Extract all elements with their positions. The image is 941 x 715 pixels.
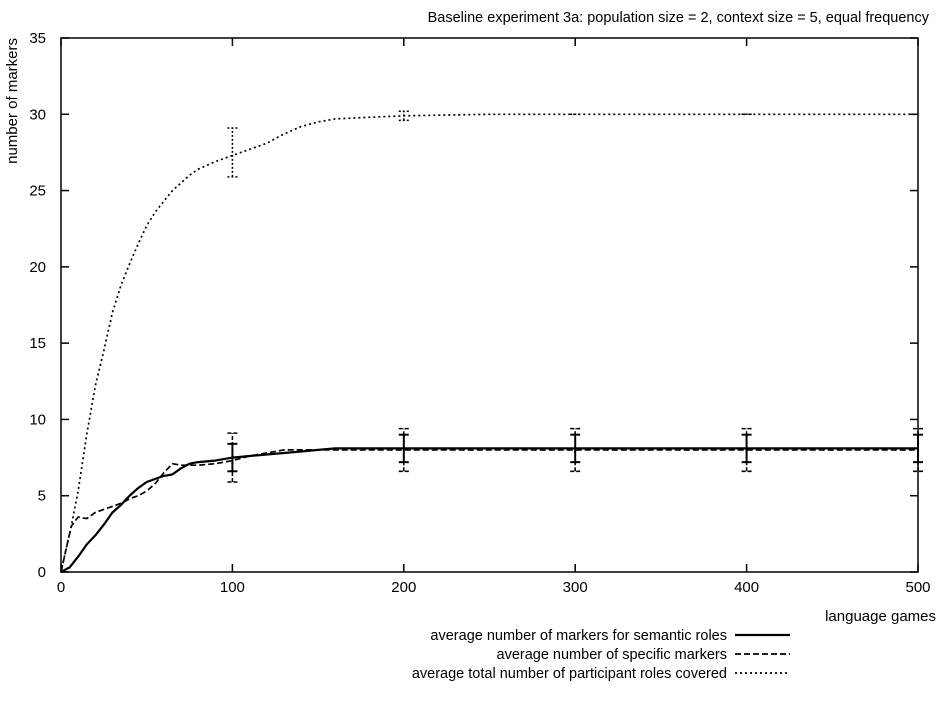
legend-label: average number of markers for semantic r…: [430, 628, 727, 644]
axis-ticks: 0 100 200 300 400 500 0 5 10 15 20 25 30 35: [29, 30, 930, 596]
legend-label: average total number of participant role…: [412, 666, 727, 682]
x-tick-label: 300: [563, 579, 588, 596]
data-series: [60, 110, 923, 573]
y-axis-label: number of markers: [4, 38, 21, 164]
series-line: [60, 449, 918, 573]
series-line: [60, 113, 918, 573]
x-tick-label: 500: [905, 579, 930, 596]
x-tick-label: 100: [220, 579, 245, 596]
legend-label: average number of specific markers: [497, 647, 728, 663]
y-tick-label: 25: [29, 183, 46, 200]
series-dotted: [60, 110, 918, 573]
legend: average number of markers for semantic r…: [412, 628, 790, 682]
series-dashed: [60, 427, 923, 573]
y-tick-label: 20: [29, 259, 46, 276]
y-tick-label: 10: [29, 411, 46, 428]
chart-title: Baseline experiment 3a: population size …: [428, 10, 930, 26]
x-axis-label: language games: [825, 608, 936, 625]
y-tick-label: 30: [29, 106, 46, 123]
x-tick-label: 0: [57, 579, 65, 596]
x-tick-label: 400: [734, 579, 759, 596]
y-tick-label: 35: [29, 30, 46, 47]
plot-frame: [60, 37, 919, 573]
x-tick-label: 200: [391, 579, 416, 596]
y-tick-label: 0: [38, 564, 46, 581]
series-line: [60, 447, 918, 573]
series-solid: [60, 433, 923, 573]
y-tick-label: 5: [38, 488, 46, 505]
y-tick-label: 15: [29, 335, 46, 352]
